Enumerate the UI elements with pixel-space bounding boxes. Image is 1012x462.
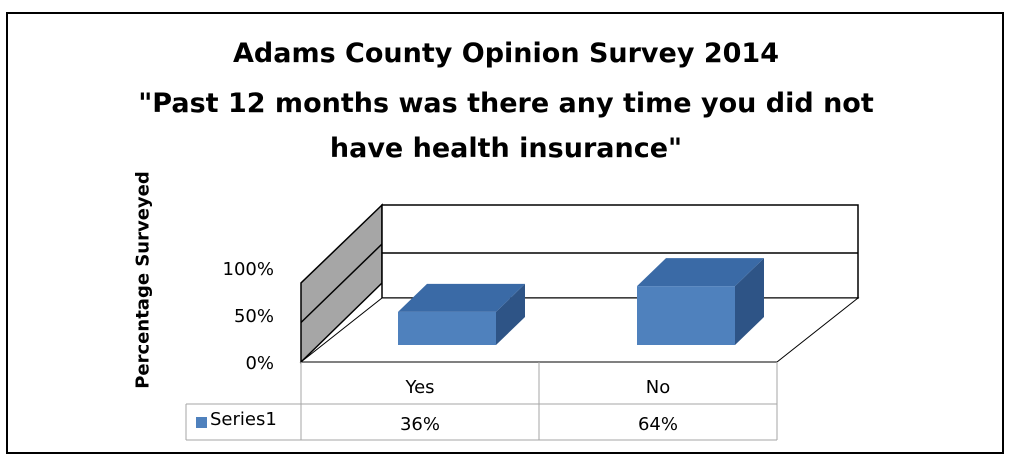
y-tick-50: 50% [234,306,274,327]
table-value-yes: 36% [400,414,440,435]
chart-title-line-2: "Past 12 months was there any time you d… [138,88,874,119]
y-tick-0: 0% [245,353,274,374]
category-label-no: No [646,377,670,398]
bars-group [398,258,764,345]
back-wall [381,204,859,299]
bar-front-no [637,286,735,345]
bar-side-yes [496,283,525,345]
floor [299,297,860,363]
series-legend-swatch [196,417,207,428]
series-name: Series1 [210,409,277,430]
data-table [185,362,778,441]
chart-title-line-1: Adams County Opinion Survey 2014 [233,38,779,69]
bar-top-no [637,258,764,287]
table-value-no: 64% [638,414,678,435]
bar-top-yes [398,283,525,312]
chart-title-line-3: have health insurance" [329,133,683,164]
left-wall-gridline-50 [300,243,383,324]
bar-side-no [735,258,764,345]
y-tick-100: 100% [223,259,274,280]
category-label-yes: Yes [404,377,434,398]
bar-front-yes [398,311,496,345]
